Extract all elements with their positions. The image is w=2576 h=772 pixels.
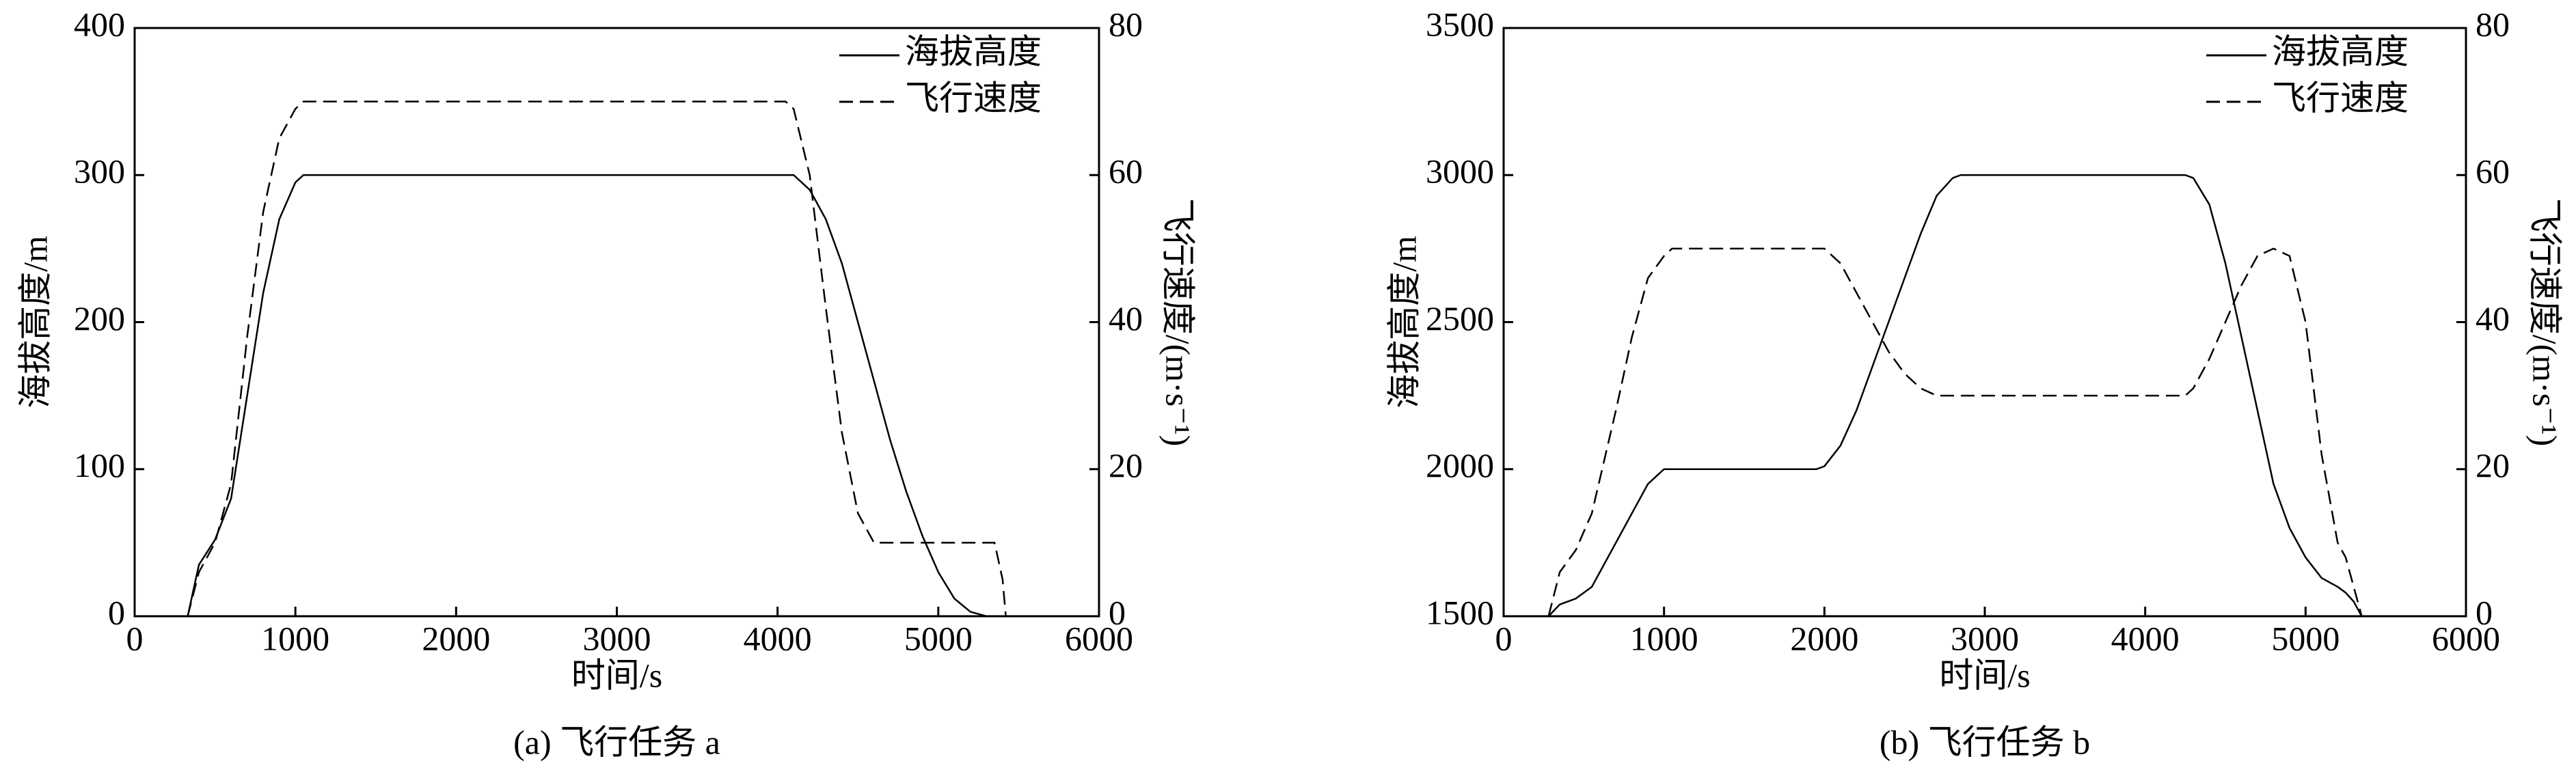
- x-tick-label: 5000: [904, 619, 973, 657]
- y2-tick-label: 80: [2476, 5, 2510, 43]
- x-tick-label: 0: [1495, 619, 1513, 657]
- x-tick-label: 4000: [744, 619, 812, 657]
- y-tick-label: 3500: [1426, 5, 1494, 43]
- y2-tick-label: 0: [2476, 593, 2493, 631]
- legend-label: 海拔高度: [905, 32, 1042, 70]
- x-tick-label: 0: [126, 619, 144, 657]
- x-tick-label: 3000: [1951, 619, 2019, 657]
- y-tick-label: 400: [74, 5, 125, 43]
- x-tick-label: 4000: [2111, 619, 2180, 657]
- series-line: [187, 174, 1006, 618]
- series-line: [1547, 174, 2363, 617]
- y-axis-label: 海拔高度/m: [1385, 236, 1423, 409]
- y-tick-label: 200: [74, 299, 125, 337]
- y-tick-label: 0: [108, 593, 125, 631]
- x-tick-label: 6000: [1065, 619, 1133, 657]
- caption: (b) 飞行任务 b: [1880, 723, 2090, 761]
- legend-label: 海拔高度: [2272, 32, 2409, 70]
- y-tick-label: 2000: [1426, 446, 1494, 484]
- x-tick-label: 5000: [2271, 619, 2340, 657]
- y2-axis-label: 飞行速度/(m·s⁻¹): [2526, 198, 2564, 447]
- y2-tick-label: 60: [2476, 152, 2510, 191]
- y2-axis-label: 飞行速度/(m·s⁻¹): [1159, 198, 1197, 447]
- y-tick-label: 100: [74, 446, 125, 484]
- x-tick-label: 6000: [2432, 619, 2500, 657]
- y2-tick-label: 20: [2476, 446, 2510, 484]
- caption: (a) 飞行任务 a: [513, 723, 720, 761]
- y2-tick-label: 80: [1109, 5, 1143, 43]
- series-line: [1547, 247, 2363, 617]
- legend-label: 飞行速度: [2272, 79, 2409, 117]
- series-line: [187, 100, 1007, 617]
- x-tick-label: 2000: [422, 619, 490, 657]
- x-axis-label: 时间/s: [1939, 656, 2030, 694]
- y-tick-label: 300: [74, 152, 125, 191]
- x-tick-label: 1000: [1630, 619, 1698, 657]
- y2-tick-label: 20: [1109, 446, 1143, 484]
- y-axis-label: 海拔高度/m: [16, 236, 54, 409]
- legend-label: 飞行速度: [905, 79, 1042, 117]
- x-tick-label: 2000: [1790, 619, 1858, 657]
- x-axis-label: 时间/s: [571, 656, 662, 694]
- y2-tick-label: 40: [2476, 299, 2510, 337]
- y2-tick-label: 60: [1109, 152, 1143, 191]
- x-tick-label: 3000: [583, 619, 651, 657]
- x-tick-label: 1000: [261, 619, 329, 657]
- y-tick-label: 2500: [1426, 299, 1494, 337]
- y-tick-label: 3000: [1426, 152, 1494, 191]
- y2-tick-label: 40: [1109, 299, 1143, 337]
- y-tick-label: 1500: [1426, 593, 1494, 631]
- y2-tick-label: 0: [1109, 593, 1126, 631]
